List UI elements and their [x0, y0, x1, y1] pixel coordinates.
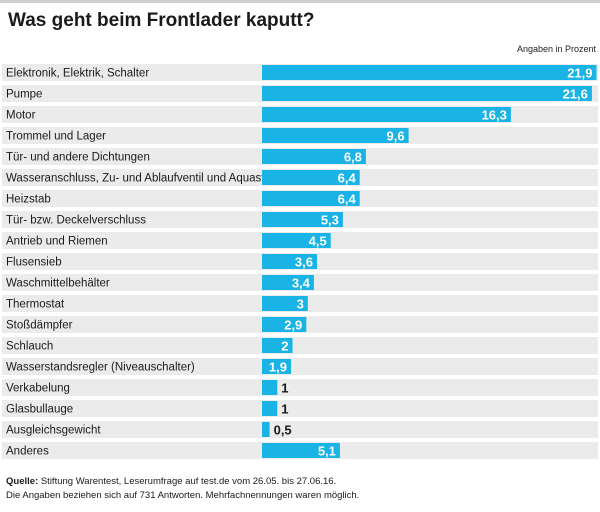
category-label: Tür- bzw. Deckelverschluss	[6, 215, 146, 227]
bar-row: Glasbullauge 1	[2, 400, 598, 417]
bar-row: Flusensieb 3,6	[2, 253, 598, 270]
value-label: 6,8	[344, 150, 362, 165]
bar	[262, 233, 331, 248]
value-label: 6,4	[338, 192, 357, 207]
bar-row: Elektronik, Elektrik, Schalter 21,9	[2, 64, 598, 81]
category-label: Trommel und Lager	[6, 131, 106, 143]
bar	[262, 149, 366, 164]
category-label: Elektronik, Elektrik, Schalter	[6, 68, 149, 80]
value-label: 4,5	[309, 234, 327, 249]
bar	[262, 65, 597, 80]
bar	[262, 254, 317, 269]
chart-title: Was geht beim Frontlader kaputt?	[8, 10, 315, 31]
category-label: Wasserstandsregler (Niveauschalter)	[6, 362, 195, 374]
row-stripe	[2, 400, 598, 417]
source-line: Quelle: Stiftung Warentest, Leserumfrage…	[6, 475, 359, 489]
bar-row: Heizstab 6,4	[2, 190, 598, 207]
category-label: Heizstab	[6, 194, 51, 206]
bar	[262, 128, 409, 143]
bar-row: Wasserstandsregler (Niveauschalter) 1,9	[2, 358, 598, 375]
value-label: 21,6	[563, 87, 588, 102]
bar-row: Stoßdämpfer 2,9	[2, 316, 598, 333]
bar	[262, 359, 291, 374]
row-stripe	[2, 337, 598, 354]
top-rule	[0, 0, 600, 3]
value-label: 2,9	[284, 318, 302, 333]
bar	[262, 191, 360, 206]
value-label: 5,1	[318, 444, 336, 459]
bar	[262, 107, 511, 122]
value-label: 21,9	[567, 66, 592, 81]
bar-row: Antrieb und Riemen 4,5	[2, 232, 598, 249]
bar-row: Tür- bzw. Deckelverschluss 5,3	[2, 211, 598, 228]
value-label: 16,3	[482, 108, 507, 123]
source-text: Stiftung Warentest, Leserumfrage auf tes…	[38, 476, 337, 487]
bar-row: Wasseranschluss, Zu- und Ablaufventil un…	[2, 169, 598, 186]
value-label: 5,3	[321, 213, 339, 228]
bar-row: Pumpe 21,6	[2, 85, 598, 102]
value-label: 0,5	[274, 423, 292, 438]
unit-note: Angaben in Prozent	[516, 44, 596, 54]
category-label: Waschmittelbehälter	[6, 278, 110, 290]
row-stripe	[2, 421, 598, 438]
bar-row: Waschmittelbehälter 3,4	[2, 274, 598, 291]
bar	[262, 212, 343, 227]
footer-note: Die Angaben beziehen sich auf 731 Antwor…	[6, 490, 360, 501]
category-label: Antrieb und Riemen	[6, 236, 108, 248]
category-label: Tür- und andere Dichtungen	[6, 152, 150, 164]
bar	[262, 170, 360, 185]
value-label: 3,4	[292, 276, 311, 291]
bar	[262, 338, 293, 353]
source-label: Quelle:	[6, 476, 39, 487]
category-label: Thermostat	[6, 299, 65, 311]
bar-row: Trommel und Lager 9,6	[2, 127, 598, 144]
category-label: Flusensieb	[6, 257, 62, 269]
bar	[262, 380, 278, 395]
value-label: 1,9	[269, 360, 287, 375]
bar-row: Verkabelung 1	[2, 379, 598, 396]
category-label: Verkabelung	[6, 383, 70, 395]
category-label: Pumpe	[6, 89, 42, 101]
category-label: Stoßdämpfer	[6, 320, 73, 332]
row-stripe	[2, 358, 598, 375]
bar-row: Thermostat 3	[2, 295, 598, 312]
value-label: 1	[281, 381, 288, 396]
category-label: Wasseranschluss, Zu- und Ablaufventil un…	[6, 173, 277, 185]
value-label: 2	[281, 339, 288, 354]
bar	[262, 317, 307, 332]
bar-row: Tür- und andere Dichtungen 6,8	[2, 148, 598, 165]
bar	[262, 275, 314, 290]
bar	[262, 86, 592, 101]
value-label: 9,6	[387, 129, 405, 144]
value-label: 3,6	[295, 255, 313, 270]
bar-row: Anderes 5,1	[2, 442, 598, 459]
bar-row: Schlauch 2	[2, 337, 598, 354]
row-stripe	[2, 379, 598, 396]
value-label: 3	[297, 297, 304, 312]
bar-row: Motor 16,3	[2, 106, 598, 123]
bar	[262, 401, 278, 416]
bar	[262, 422, 270, 437]
category-label: Schlauch	[6, 341, 53, 353]
bar	[262, 443, 340, 458]
value-label: 1	[281, 402, 288, 417]
category-label: Glasbullauge	[6, 404, 73, 416]
footer: Quelle: Stiftung Warentest, Leserumfrage…	[6, 475, 359, 503]
category-label: Anderes	[6, 446, 49, 458]
bar	[262, 296, 308, 311]
bar-row: Ausgleichsgewicht 0,5	[2, 421, 598, 438]
value-label: 6,4	[338, 171, 357, 186]
category-label: Motor	[6, 110, 36, 122]
category-label: Ausgleichsgewicht	[6, 425, 101, 437]
